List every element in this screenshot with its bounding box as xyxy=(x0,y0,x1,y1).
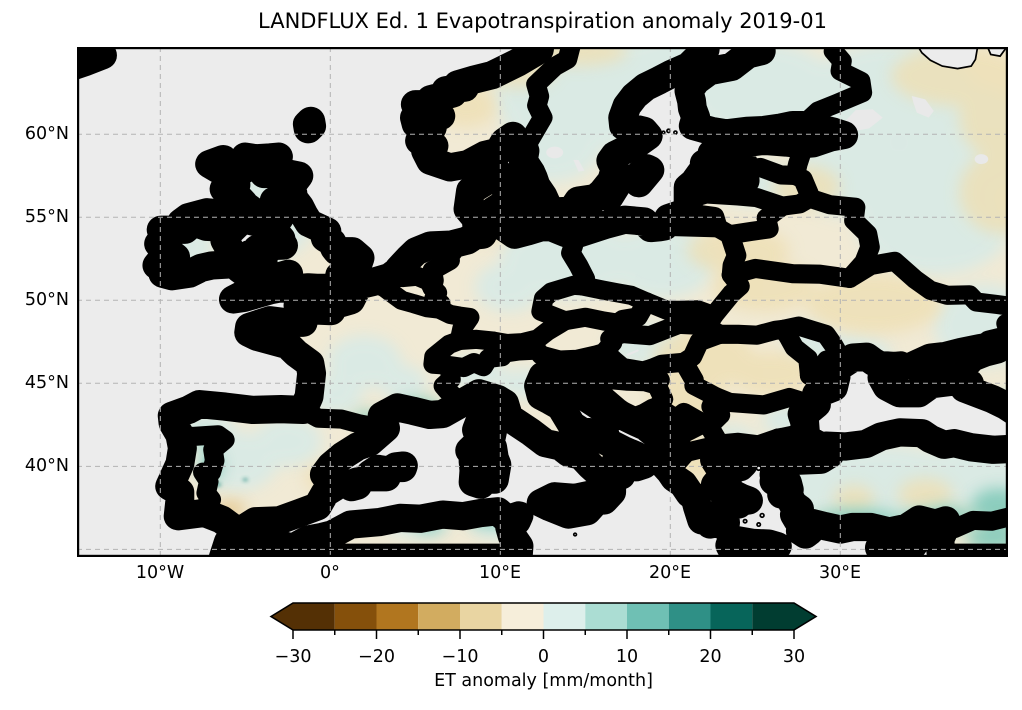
lat-tick-label: 50°N xyxy=(24,290,69,310)
europe-map xyxy=(77,47,1008,557)
lat-tick-label: 45°N xyxy=(24,373,69,393)
lat-tick-label: 60°N xyxy=(24,124,69,144)
colorbar-segments xyxy=(293,603,794,630)
colorbar-axis-label: ET anomaly [mm/month] xyxy=(434,671,653,691)
colorbar-extend-right xyxy=(794,603,816,630)
lon-tick-label: 0° xyxy=(320,563,340,583)
colorbar-ticks xyxy=(292,630,795,639)
lat-tick-label: 40°N xyxy=(24,456,69,476)
map-frame xyxy=(77,47,1008,557)
colorbar-extend-left xyxy=(271,603,293,630)
colorbar-tick-label: 10 xyxy=(615,647,639,667)
lon-tick-label: 10°E xyxy=(478,563,522,583)
colorbar xyxy=(269,602,818,639)
lon-tick-label: 10°W xyxy=(135,563,185,583)
colorbar-tick-label: −30 xyxy=(274,647,312,667)
colorbar-tick-label: −10 xyxy=(441,647,479,667)
lon-tick-label: 20°E xyxy=(648,563,692,583)
gridlines xyxy=(77,47,1008,557)
colorbar-tick-label: −20 xyxy=(358,647,395,667)
colorbar-tick-label: 20 xyxy=(699,647,722,667)
map-panel xyxy=(77,47,1008,557)
lat-tick-label: 55°N xyxy=(24,207,69,227)
plot-title: LANDFLUX Ed. 1 Evapotranspiration anomal… xyxy=(258,9,827,33)
white-sea xyxy=(917,47,1008,69)
colorbar-tick-label: 0 xyxy=(537,647,550,667)
lon-tick-label: 30°E xyxy=(818,563,862,583)
colorbar-tick-label: 30 xyxy=(782,647,806,667)
